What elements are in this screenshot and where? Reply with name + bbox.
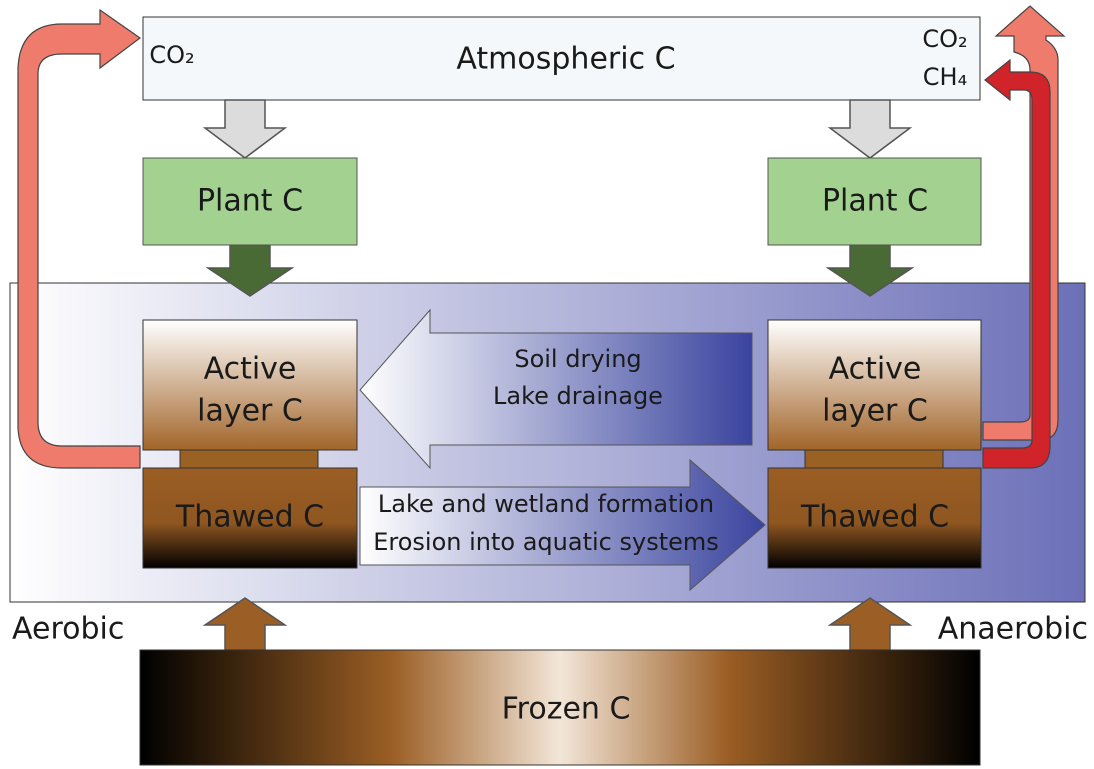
plant-label: Plant C (822, 184, 928, 219)
active-label: Active (829, 352, 922, 387)
arrow-label: Soil drying (514, 345, 641, 373)
thawed-label: Thawed C (800, 500, 949, 535)
gas-label: CO₂ (922, 25, 967, 53)
active-label: layer C (822, 394, 928, 429)
arrow-label: Lake and wetland formation (378, 490, 714, 518)
flow-arrows (202, 99, 915, 651)
drying-arrow (359, 308, 753, 470)
gas-label: CO₂ (149, 41, 194, 69)
emission-arrows (17, 5, 1066, 469)
plant-boxes (142, 157, 982, 246)
arrow-label: Erosion into aquatic systems (373, 528, 719, 556)
zone-label: Aerobic (12, 612, 124, 647)
gas-label: CH₄ (923, 63, 967, 91)
plant-label: Plant C (197, 184, 303, 219)
arrow-label: Lake drainage (493, 382, 663, 410)
atmosphere-label: Atmospheric C (456, 42, 675, 77)
frozen-label: Frozen C (502, 692, 631, 727)
active-label: layer C (197, 394, 303, 429)
atmosphere-box (142, 16, 981, 101)
zone-label: Anaerobic (938, 612, 1088, 647)
thawed-label: Thawed C (175, 500, 324, 535)
active-label: Active (204, 352, 297, 387)
frozen-box (139, 649, 981, 766)
soil-boxes (142, 319, 982, 569)
formation-arrow (359, 458, 766, 592)
